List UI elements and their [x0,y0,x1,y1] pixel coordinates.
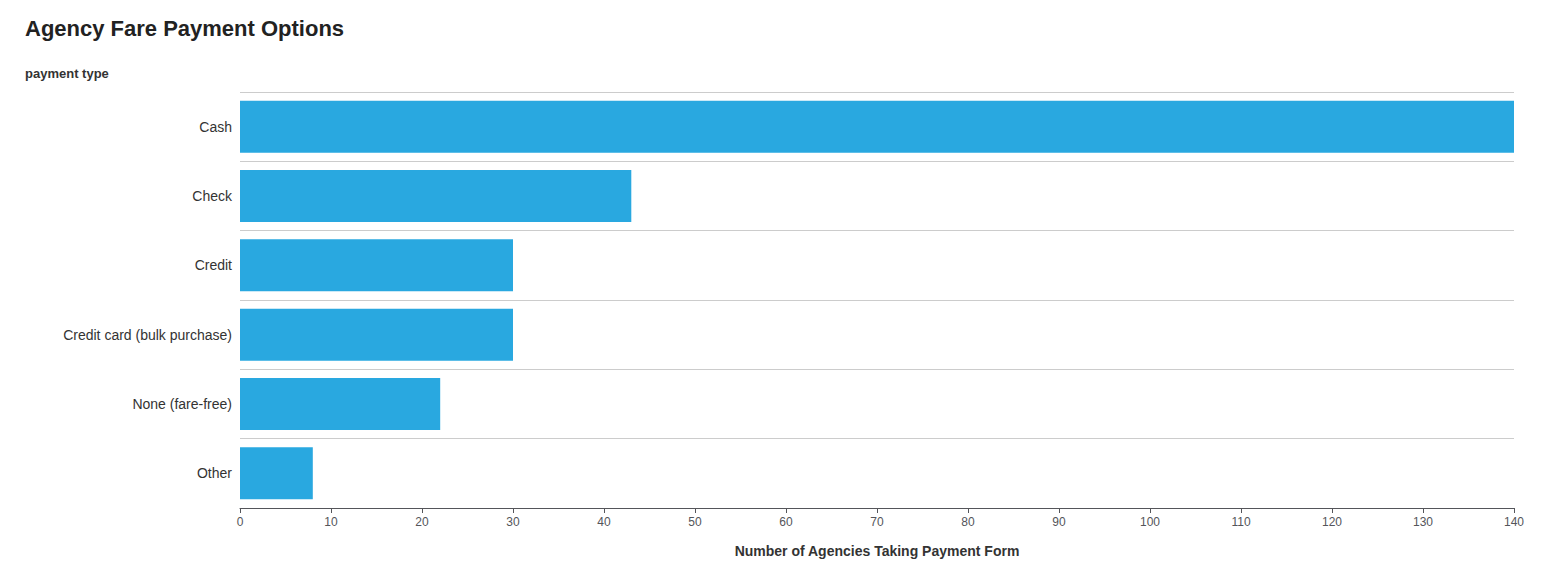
svg-text:40: 40 [597,515,611,529]
svg-text:Cash: Cash [199,119,232,135]
svg-text:90: 90 [1052,515,1066,529]
svg-text:140: 140 [1504,515,1524,529]
svg-text:30: 30 [506,515,520,529]
svg-text:Other: Other [197,465,232,481]
svg-text:60: 60 [779,515,793,529]
svg-text:130: 130 [1413,515,1433,529]
svg-text:20: 20 [415,515,429,529]
svg-text:110: 110 [1231,515,1250,529]
svg-text:70: 70 [870,515,884,529]
svg-text:100: 100 [1140,515,1160,529]
svg-text:10: 10 [324,515,338,529]
svg-text:None (fare-free): None (fare-free) [132,396,232,412]
svg-text:50: 50 [688,515,702,529]
svg-text:120: 120 [1322,515,1342,529]
svg-text:Check: Check [192,188,233,204]
svg-text:Number of Agencies Taking Paym: Number of Agencies Taking Payment Form [735,543,1020,559]
svg-text:80: 80 [961,515,975,529]
svg-text:Agency Fare Payment Options: Agency Fare Payment Options [25,16,344,41]
svg-text:0: 0 [237,515,244,529]
svg-text:Credit: Credit [195,257,232,273]
svg-text:payment type: payment type [25,66,109,81]
svg-text:Credit card (bulk purchase): Credit card (bulk purchase) [63,327,232,343]
